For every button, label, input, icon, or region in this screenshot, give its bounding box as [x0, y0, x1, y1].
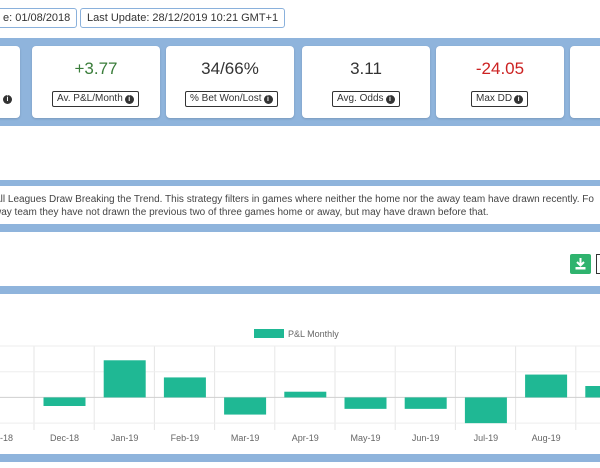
last-update-text: Last Update: 28/12/2019 10:21 GMT+1: [87, 12, 279, 24]
stat-card-av-pl-month: +3.77 Av. P&L/Month i: [32, 46, 160, 118]
x-tick-label: Jun-19: [412, 433, 440, 443]
options-button[interactable]: [596, 254, 600, 274]
x-tick-label: v-18: [0, 433, 13, 443]
stat-label[interactable]: Max DD i: [471, 91, 529, 107]
description-band-bottom: [0, 224, 600, 232]
bar-Apr-19[interactable]: [284, 391, 327, 398]
x-tick-label: Jan-19: [111, 433, 139, 443]
x-tick-label: Apr-19: [292, 433, 319, 443]
x-tick-label: Mar-19: [231, 433, 260, 443]
bar-Mar-19[interactable]: [224, 397, 267, 415]
stat-card-max-dd: -24.05 Max DD i: [436, 46, 564, 118]
legend-label: P&L Monthly: [288, 329, 339, 339]
stat-card-avg-odds: 3.11 Avg. Odds i: [302, 46, 430, 118]
bar-Aug-19[interactable]: [525, 374, 568, 398]
description-line-1: All Leagues Draw Breaking the Trend. Thi…: [0, 194, 594, 205]
download-icon: [575, 258, 586, 270]
description-line-2: way team they have not drawn the previou…: [0, 207, 489, 218]
stat-value: 34/66%: [201, 59, 259, 78]
legend-swatch: [254, 329, 284, 338]
bar-Dec-18[interactable]: [43, 397, 86, 406]
info-icon[interactable]: i: [385, 95, 395, 104]
chart-band-bottom: [0, 454, 600, 462]
x-tick-label: Dec-18: [50, 433, 79, 443]
chart-legend: P&L Monthly: [254, 329, 339, 339]
info-icon[interactable]: i: [263, 95, 273, 104]
stat-label[interactable]: Avg. Odds i: [332, 91, 400, 107]
stat-label[interactable]: % Bet Won/Lost i: [185, 91, 278, 107]
pl-monthly-chart: v-18 Dec-18 Jan-19 Feb-19 Mar-19 Apr-19 May-19…: [0, 345, 600, 443]
bar-May-19[interactable]: [344, 397, 387, 409]
start-date-chip: e: 01/08/2018: [0, 8, 78, 28]
chart-band-top: [0, 286, 600, 294]
description-band-top: [0, 180, 600, 186]
stat-value: +3.77: [74, 59, 118, 78]
bar-Jul-19[interactable]: [464, 397, 507, 424]
info-icon[interactable]: i: [514, 95, 524, 104]
stat-value: 3.11: [350, 59, 382, 78]
stat-label[interactable]: Av. P&L/Month i: [52, 91, 139, 107]
x-tick-label: Feb-19: [171, 433, 200, 443]
bar-Feb-19[interactable]: [163, 377, 206, 398]
x-tick-label: May-19: [350, 433, 380, 443]
info-icon[interactable]: i: [3, 95, 12, 104]
stat-value: -24.05: [475, 59, 525, 78]
stat-card-partial-left: i: [0, 46, 20, 118]
bar-Se[interactable]: [585, 386, 600, 398]
info-icon[interactable]: i: [124, 95, 134, 104]
strategy-description: All Leagues Draw Breaking the Trend. Thi…: [0, 193, 600, 219]
start-date-text: e: 01/08/2018: [3, 12, 71, 24]
stat-card-bet-won-lost: 34/66% % Bet Won/Lost i: [166, 46, 294, 118]
bar-Jun-19[interactable]: [404, 397, 447, 409]
x-tick-label: Aug-19: [532, 433, 561, 443]
stat-card-partial-right: [570, 46, 600, 118]
last-update-chip: Last Update: 28/12/2019 10:21 GMT+1: [80, 8, 286, 28]
x-tick-label: Jul-19: [474, 433, 499, 443]
bar-Jan-19[interactable]: [103, 360, 146, 398]
download-button[interactable]: [570, 254, 591, 274]
